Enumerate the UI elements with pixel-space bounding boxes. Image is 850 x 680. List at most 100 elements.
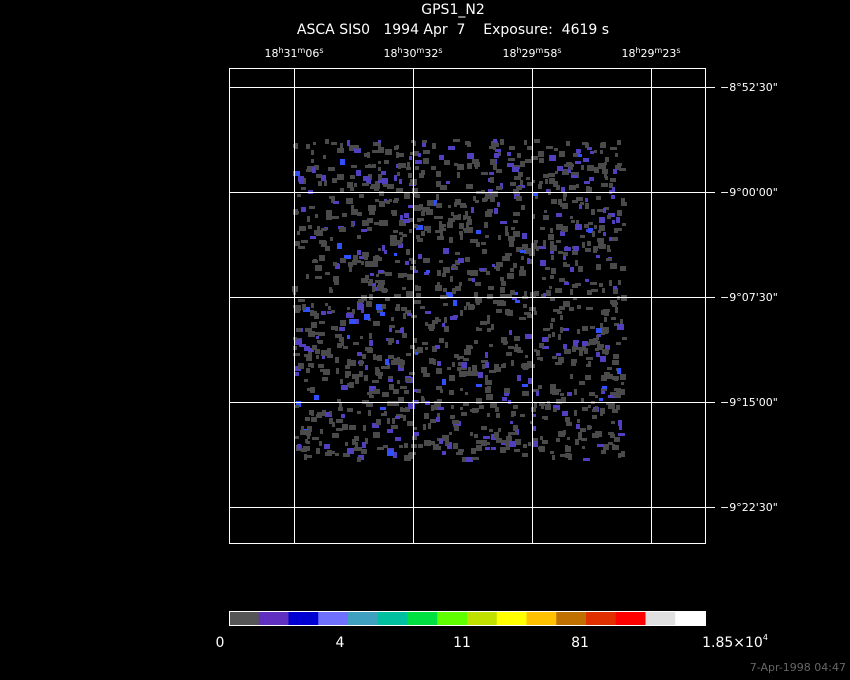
sky-pixel	[509, 146, 515, 150]
sky-pixel	[361, 308, 364, 313]
sky-pixel	[548, 234, 554, 240]
sky-pixel	[417, 238, 423, 242]
sky-pixel	[585, 375, 591, 380]
sky-pixel	[485, 380, 492, 385]
sky-pixel	[378, 270, 384, 273]
sky-pixel	[382, 304, 386, 309]
sky-pixel	[550, 228, 553, 233]
sky-pixel	[407, 421, 413, 426]
sky-pixel	[322, 354, 325, 359]
sky-pixel	[613, 393, 616, 397]
sky-pixel	[601, 142, 606, 145]
sky-pixel	[389, 325, 395, 328]
sky-pixel	[433, 444, 439, 450]
sky-pixel	[294, 310, 300, 313]
sky-pixel	[454, 202, 457, 207]
sky-pixel	[593, 250, 597, 253]
sky-pixel	[310, 387, 315, 393]
sky-pixel	[399, 179, 402, 184]
sky-pixel	[429, 358, 434, 364]
sky-pixel	[368, 164, 371, 167]
colorbar-swatch	[496, 611, 527, 625]
sky-pixel	[413, 349, 419, 354]
sky-pixel	[538, 151, 544, 157]
sky-pixel	[384, 160, 389, 164]
sky-pixel	[309, 206, 315, 209]
sky-pixel	[393, 389, 399, 394]
sky-pixel	[546, 146, 553, 149]
sky-pixel	[364, 314, 370, 320]
sky-pixel	[611, 421, 615, 424]
sky-pixel	[385, 298, 390, 301]
sky-pixel	[588, 222, 593, 225]
sky-pixel	[520, 180, 523, 186]
sky-pixel	[604, 172, 607, 178]
sky-pixel	[473, 196, 476, 201]
sky-pixel	[406, 167, 411, 170]
sky-pixel	[550, 384, 556, 390]
sky-pixel	[620, 374, 626, 380]
sky-pixel	[385, 272, 392, 276]
sky-pixel	[607, 249, 611, 252]
sky-pixel	[336, 419, 343, 423]
sky-pixel	[347, 140, 350, 146]
sky-pixel	[485, 235, 489, 238]
sky-pixel	[470, 371, 475, 375]
sky-pixel	[472, 270, 478, 276]
sky-pixel	[489, 172, 494, 175]
sky-pixel	[587, 290, 592, 295]
sky-pixel	[588, 405, 591, 408]
sky-pixel	[604, 317, 607, 322]
sky-pixel	[407, 274, 413, 280]
sky-pixel	[386, 338, 389, 341]
sky-pixel	[394, 198, 399, 201]
sky-pixel	[454, 163, 458, 166]
sky-pixel	[357, 212, 362, 216]
sky-pixel	[571, 175, 578, 178]
sky-pixel	[442, 435, 449, 441]
sky-pixel	[440, 185, 447, 190]
sky-pixel	[396, 304, 400, 310]
sky-pixel	[415, 286, 421, 291]
sky-pixel	[590, 326, 595, 329]
sky-pixel	[423, 258, 430, 263]
sky-pixel	[612, 237, 618, 241]
sky-pixel	[489, 429, 493, 432]
sky-pixel	[488, 286, 494, 290]
sky-pixel	[492, 264, 495, 267]
sky-pixel	[443, 288, 447, 292]
sky-pixel	[592, 415, 597, 419]
sky-pixel	[444, 160, 450, 165]
colorbar-label: 4	[336, 635, 345, 651]
sky-pixel	[474, 340, 478, 344]
sky-pixel	[513, 212, 520, 216]
ra-number: 29	[641, 47, 655, 60]
sky-pixel	[581, 438, 587, 441]
sky-pixel	[453, 315, 458, 318]
sky-pixel	[600, 143, 606, 148]
sky-pixel	[453, 215, 460, 220]
sky-pixel	[515, 344, 518, 347]
sky-pixel	[613, 354, 619, 359]
sky-pixel	[601, 450, 606, 454]
sky-pixel	[375, 369, 380, 375]
sky-pixel	[605, 157, 609, 162]
sky-pixel	[394, 175, 397, 181]
sky-pixel	[417, 347, 423, 353]
sky-pixel	[560, 393, 564, 396]
sky-pixel	[465, 141, 470, 145]
dec-label: −9°07'30"	[720, 291, 778, 304]
sky-pixel	[584, 224, 589, 228]
sky-pixel	[365, 438, 368, 444]
sky-pixel	[373, 321, 380, 326]
sky-pixel	[570, 374, 573, 379]
ra-number: 18	[383, 47, 397, 60]
sky-pixel	[412, 436, 417, 440]
sky-pixel	[463, 402, 469, 406]
sky-pixel	[354, 436, 359, 441]
sky-pixel	[372, 164, 376, 168]
sky-pixel	[428, 423, 431, 429]
sky-pixel	[389, 327, 392, 332]
sky-pixel	[450, 415, 455, 419]
sky-pixel	[534, 240, 538, 243]
